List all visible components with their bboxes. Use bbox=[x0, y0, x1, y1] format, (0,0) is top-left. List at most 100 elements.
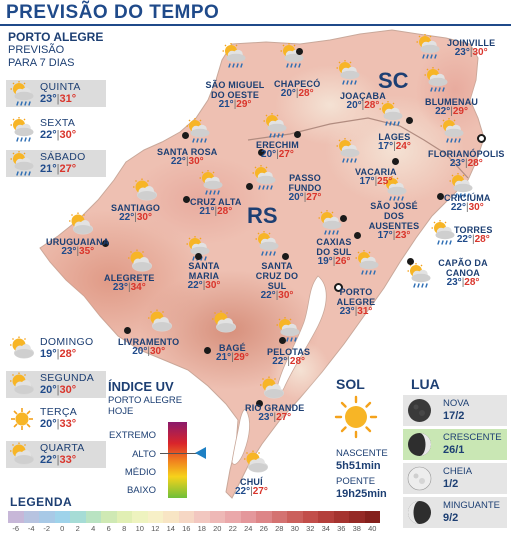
legend-tick-label: 32 bbox=[306, 524, 315, 533]
legend-swatch bbox=[101, 511, 117, 523]
sun-cloud-rain-icon bbox=[406, 263, 432, 288]
legend-swatch bbox=[302, 511, 318, 523]
sun-icon bbox=[334, 395, 378, 439]
city-dot-santa-rosa bbox=[182, 132, 189, 139]
city-label-sao-jose-dos-ausentes: SÃO JOSÉ DOS AUSENTES 17°|23° bbox=[368, 201, 420, 241]
forecast-day-temps: 22°|33° bbox=[40, 454, 77, 466]
city-label-pelotas: PELOTAS 22°|28° bbox=[267, 347, 311, 367]
forecast-day-row: SÁBADO 21°|27° bbox=[6, 150, 106, 177]
sun-cloud-icon bbox=[68, 212, 94, 236]
sun-cloud-rain-icon bbox=[9, 81, 35, 106]
moon-phase-date: 9/2 bbox=[443, 512, 459, 524]
city-label-santa-cruz-do-sul: SANTA CRUZ DO SUL 22°|30° bbox=[255, 261, 299, 301]
city-dot-pelotas bbox=[279, 337, 286, 344]
sun-cloud-icon bbox=[9, 442, 35, 466]
sun-cloud-icon bbox=[127, 249, 153, 273]
sunset-time: 19h25min bbox=[336, 488, 387, 500]
city-label-caxias-do-sul: CAXIAS DO SUL 19°|26° bbox=[316, 237, 352, 267]
temp-max: 31° bbox=[59, 93, 77, 105]
legend-swatch bbox=[194, 511, 210, 523]
forecast-day-name: TERÇA bbox=[40, 406, 78, 418]
sun-icon bbox=[10, 407, 34, 431]
sun-cloud-icon bbox=[243, 450, 269, 474]
temp-max: 28° bbox=[59, 348, 77, 360]
uv-level-low: BAIXO bbox=[126, 485, 156, 496]
state-label-sc: SC bbox=[378, 68, 409, 93]
city-label-rio-grande: RIO GRANDE 23°|27° bbox=[245, 403, 305, 423]
city-dot-sao-jose-dos-ausentes bbox=[340, 215, 347, 222]
legend-swatch bbox=[23, 511, 39, 523]
city-label-santa-rosa: SANTA ROSA 22°|30° bbox=[157, 147, 218, 167]
moon-title: LUA bbox=[411, 376, 440, 392]
sun-cloud-rain-icon bbox=[9, 117, 35, 142]
temp-max: 30° bbox=[59, 129, 77, 141]
city-label-alegrete: ALEGRETE 23°|34° bbox=[104, 273, 155, 293]
uv-level-extreme: EXTREMO bbox=[109, 430, 156, 441]
legend-ticks: -6 -4 -2 0 2 4 6 8 10 12 14 16 18 20 22 24 26 28 30 32 34 36 3… bbox=[8, 524, 380, 536]
sun-cloud-icon bbox=[147, 309, 173, 333]
forecast-day-temps: 20°|30° bbox=[40, 384, 77, 396]
uv-index-title: ÍNDICE UV bbox=[108, 379, 174, 394]
city-dot-bage bbox=[204, 347, 211, 354]
city-dot-capao-da-canoa bbox=[407, 258, 414, 265]
sun-cloud-rain-icon bbox=[185, 118, 211, 143]
sun-cloud-icon bbox=[211, 310, 237, 334]
legend-swatch bbox=[240, 511, 256, 523]
forecast-day-temps: 19°|28° bbox=[40, 348, 77, 360]
legend-swatch bbox=[39, 511, 55, 523]
legend-tick-label: -2 bbox=[43, 524, 51, 533]
moon-phase-name: NOVA bbox=[443, 398, 470, 409]
city-dot-caxias-do-sul bbox=[354, 232, 361, 239]
moon-phase-row: NOVA 17/2 bbox=[403, 395, 507, 426]
sun-cloud-rain-icon bbox=[275, 317, 301, 342]
sunrise-time: 5h51min bbox=[336, 460, 381, 472]
city-label-chapeco: CHAPECÓ 20°|28° bbox=[274, 79, 321, 99]
sunrise-label: NASCENTE bbox=[336, 448, 388, 459]
legend-tick-label: 10 bbox=[135, 524, 144, 533]
sun-cloud-rain-icon bbox=[279, 43, 305, 68]
sun-cloud-icon bbox=[9, 372, 35, 396]
city-dot-uruguaiana bbox=[102, 240, 109, 247]
legend-swatch bbox=[163, 511, 179, 523]
legend-swatch bbox=[333, 511, 349, 523]
sun-cloud-rain-icon bbox=[262, 113, 288, 138]
sun-cloud-rain-icon bbox=[423, 67, 449, 92]
city-label-torres: TORRES 22°|28° bbox=[454, 225, 493, 245]
full-moon-icon bbox=[407, 466, 432, 491]
city-dot-santiago bbox=[183, 196, 190, 203]
first-quarter-moon-icon bbox=[408, 433, 431, 456]
legend-tick-label: 20 bbox=[213, 524, 222, 533]
city-label-santa-maria: SANTA MARIA 22°|30° bbox=[187, 261, 221, 291]
sun-title: SOL bbox=[336, 376, 365, 392]
temperature-map bbox=[39, 29, 485, 499]
legend-swatch bbox=[70, 511, 86, 523]
city-label-santiago: SANTIAGO 22°|30° bbox=[111, 203, 161, 223]
forecast-city: PORTO ALEGRE bbox=[8, 30, 104, 44]
legend-tick-label: 12 bbox=[151, 524, 160, 533]
sun-cloud-rain-icon bbox=[415, 34, 441, 59]
forecast-day-name: SEXTA bbox=[40, 117, 76, 129]
legend-swatch bbox=[256, 511, 272, 523]
legend-swatch bbox=[132, 511, 148, 523]
legend-title: LEGENDA bbox=[10, 495, 73, 509]
city-label-porto-alegre: PORTO ALEGRE 23°|31° bbox=[336, 287, 376, 317]
sun-cloud-rain-icon bbox=[335, 138, 361, 163]
legend-tick-label: 24 bbox=[244, 524, 253, 533]
legend-swatch bbox=[287, 511, 303, 523]
sun-cloud-icon bbox=[9, 336, 35, 360]
page-title: PREVISÃO DO TEMPO bbox=[6, 2, 220, 23]
forecast-day-row: QUARTA 22°|33° bbox=[6, 441, 106, 468]
legend-swatch bbox=[85, 511, 101, 523]
legend-swatch bbox=[364, 511, 380, 523]
legend-tick-label: 8 bbox=[122, 524, 127, 533]
legend-tick-label: 6 bbox=[106, 524, 111, 533]
moon-phase-date: 26/1 bbox=[443, 444, 465, 456]
city-label-florianopolis: FLORIANÓPOLIS 23°|28° bbox=[428, 149, 505, 169]
city-marker-florianopolis bbox=[477, 134, 486, 143]
moon-phase-row: CRESCENTE 26/1 bbox=[403, 429, 507, 460]
uv-pointer-icon bbox=[195, 447, 206, 459]
new-moon-icon bbox=[408, 399, 431, 422]
legend-tick-label: 14 bbox=[166, 524, 175, 533]
sun-cloud-rain-icon bbox=[221, 43, 247, 68]
forecast-day-row: QUINTA 23°|31° bbox=[6, 80, 106, 107]
